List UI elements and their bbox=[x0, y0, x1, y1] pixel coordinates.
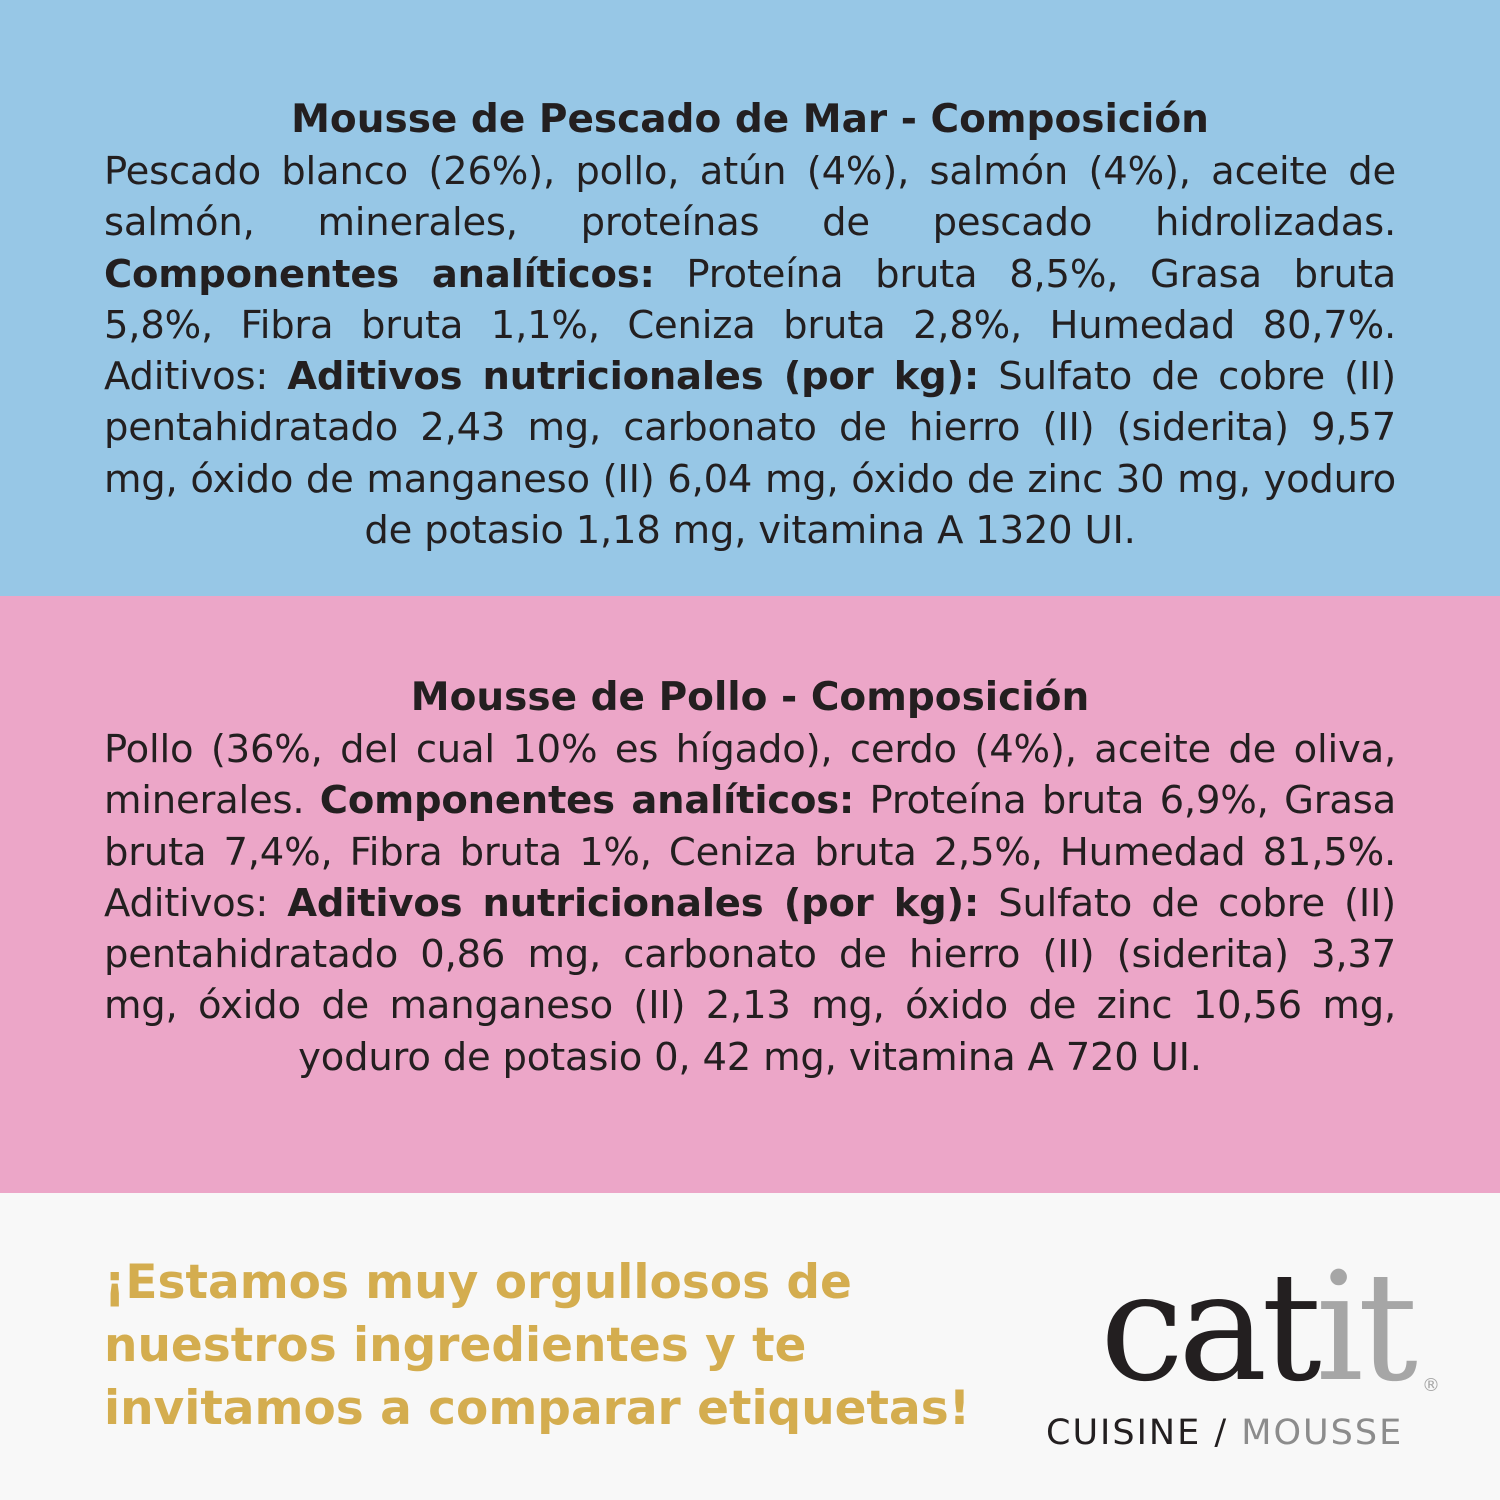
additives-label: Aditivos nutricionales (por kg): bbox=[287, 880, 980, 926]
registered-mark: ® bbox=[1422, 1375, 1440, 1396]
additives-values: Sulfato de cobre (II) pentahidratado 2,4… bbox=[104, 354, 1396, 554]
chicken-mousse-composition: Pollo (36%, del cual 10% es hígado), cer… bbox=[104, 724, 1396, 1083]
fish-mousse-panel: Mousse de Pescado de Mar - Composición P… bbox=[0, 0, 1500, 596]
chicken-mousse-title: Mousse de Pollo - Composición bbox=[410, 675, 1090, 720]
footer: ¡Estamos muy orgullosos de nuestros ingr… bbox=[0, 1193, 1500, 1500]
ingredients: Pollo (36%, del cual 10% es hígado), cer… bbox=[104, 727, 1396, 824]
analytic-label: Componentes analíticos: bbox=[104, 251, 655, 297]
logo-it: it bbox=[1315, 1241, 1418, 1415]
additives-label: Aditivos nutricionales (por kg): bbox=[287, 354, 980, 400]
logo-mousse: MOUSSE bbox=[1241, 1413, 1404, 1453]
fish-mousse-composition: Pescado blanco (26%), pollo, atún (4%), … bbox=[104, 146, 1396, 556]
catit-logo: catit ® CUISINE / MOUSSE bbox=[1040, 1253, 1440, 1463]
analytic-label: Componentes analíticos: bbox=[319, 778, 855, 824]
logo-cat: cat bbox=[1100, 1241, 1322, 1415]
chicken-mousse-panel: Mousse de Pollo - Composición Pollo (36%… bbox=[0, 596, 1500, 1193]
slogan: ¡Estamos muy orgullosos de nuestros ingr… bbox=[104, 1255, 971, 1436]
ingredients: Pescado blanco (26%), pollo, atún (4%), … bbox=[104, 149, 1396, 246]
analytic-values: Proteína bruta 8,5%, Grasa bruta 5,8%, F… bbox=[104, 251, 1396, 400]
fish-mousse-title: Mousse de Pescado de Mar - Composición bbox=[291, 97, 1209, 142]
additives-values: Sulfato de cobre (II) pentahidratado 0,8… bbox=[104, 880, 1396, 1080]
logo-cuisine: CUISINE / bbox=[1046, 1413, 1229, 1453]
analytic-values: Proteína bruta 6,9%, Grasa bruta 7,4%, F… bbox=[104, 778, 1396, 926]
